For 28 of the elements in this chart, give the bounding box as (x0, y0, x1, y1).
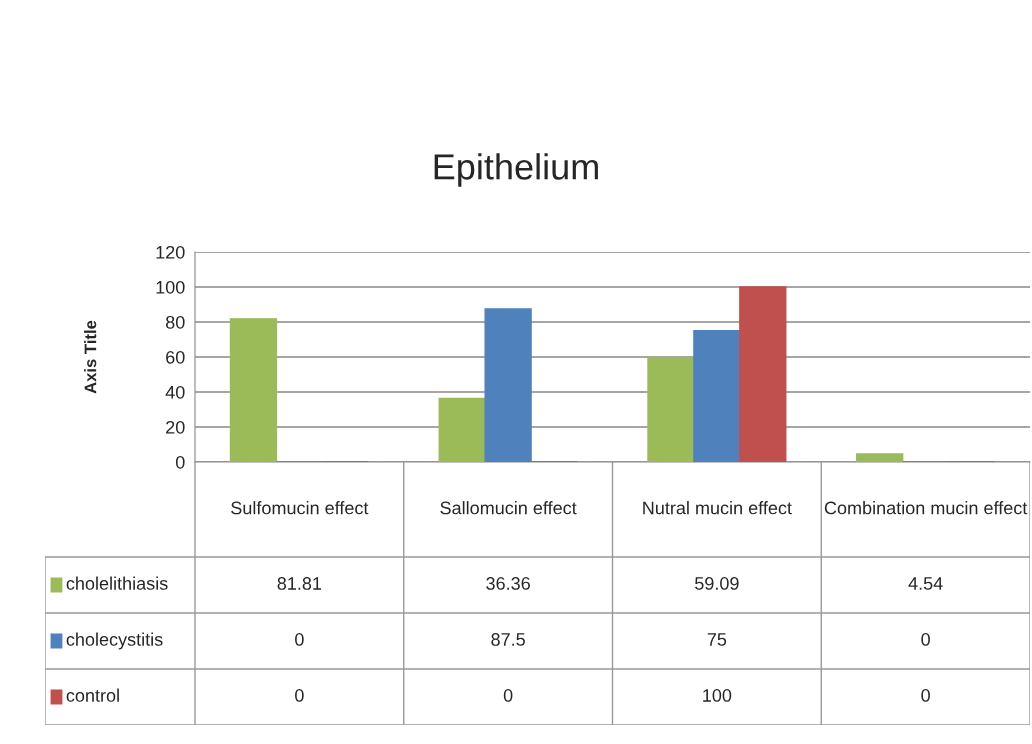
data-label: 0 (295, 689, 304, 702)
x-tick-label: Sallomucin effect (440, 501, 577, 515)
y-tick-label: 100 (156, 280, 185, 294)
x-tick-label: Sulfomucin effect (231, 501, 369, 515)
y-tick-label: 60 (166, 350, 185, 364)
legend-label: cholecystitis (66, 632, 163, 650)
y-tick-label: 120 (156, 245, 185, 259)
y-axis-title: Axis Title (84, 320, 97, 394)
y-tick-label: 80 (165, 315, 185, 329)
y-tick-label: 0 (175, 455, 185, 469)
x-tick-label: Nutral mucin effect (643, 501, 792, 515)
y-tick-label: 20 (166, 420, 185, 434)
chart-title: Epithelium (434, 153, 598, 187)
data-label: 59.09 (695, 577, 739, 590)
y-tick-label: 40 (165, 385, 185, 399)
data-label: 36.36 (486, 577, 530, 590)
legend-label: control (66, 688, 119, 702)
data-label: 0 (295, 633, 304, 646)
legend-label: cholelithiasis (66, 576, 168, 590)
data-label: 4.54 (908, 577, 943, 590)
data-label: 0 (921, 633, 930, 646)
data-label: 87.5 (491, 633, 525, 646)
data-label: 100 (703, 689, 732, 702)
data-label: 0 (503, 689, 513, 702)
data-label: 0 (921, 689, 930, 702)
x-tick-label: Combination mucin effect (824, 501, 1028, 515)
data-label: 81.81 (277, 577, 322, 590)
data-label: 75 (707, 633, 727, 646)
